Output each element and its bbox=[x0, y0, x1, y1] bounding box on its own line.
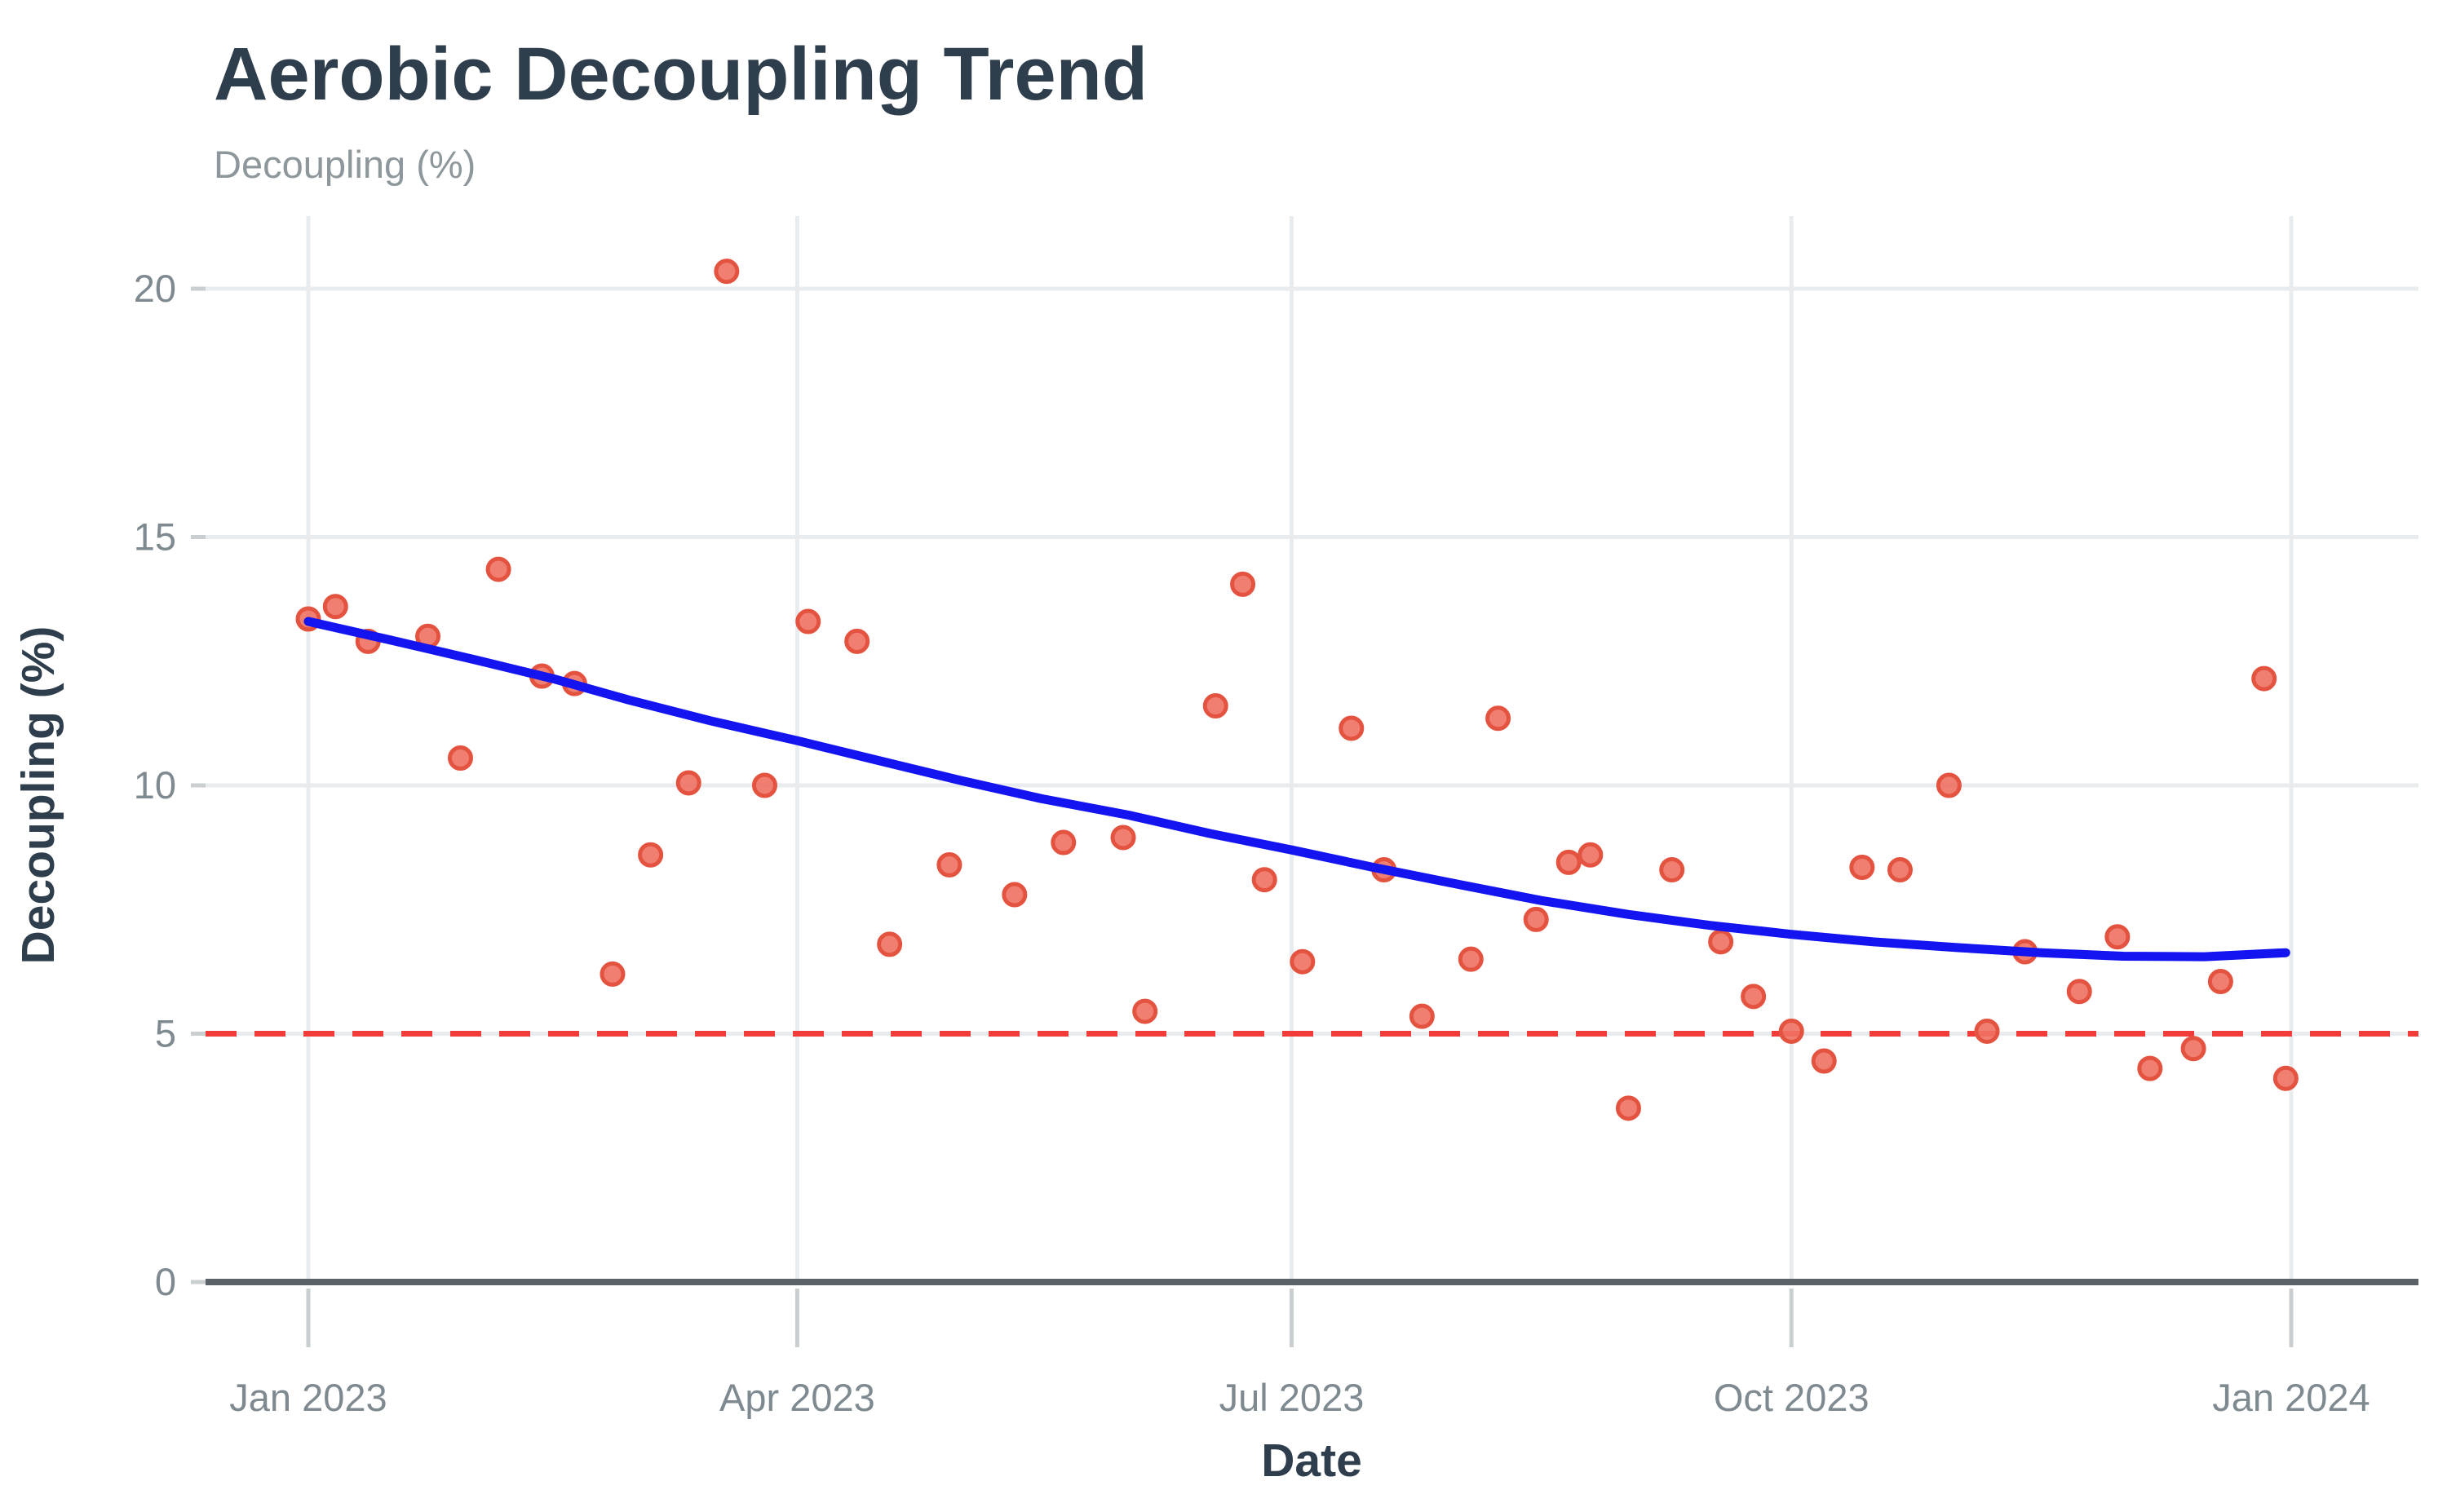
scatter-point bbox=[1110, 825, 1136, 851]
scatter-point bbox=[877, 931, 903, 957]
scatter-point bbox=[1051, 829, 1077, 855]
scatter-point bbox=[1741, 984, 1767, 1010]
y-tick-label: 0 bbox=[155, 1260, 176, 1303]
scatter-point bbox=[447, 745, 473, 771]
x-tick-label: Jan 2024 bbox=[2212, 1376, 2370, 1419]
scatter-point bbox=[1577, 842, 1604, 868]
scatter-point bbox=[638, 842, 664, 868]
x-axis-title: Date bbox=[1261, 1435, 1362, 1487]
scatter-point bbox=[1132, 998, 1158, 1024]
scatter-point bbox=[936, 851, 962, 878]
scatter-point bbox=[2066, 979, 2092, 1005]
scatter-point bbox=[1659, 857, 1685, 883]
x-tick-label: Apr 2023 bbox=[719, 1376, 875, 1419]
axis-layer bbox=[191, 286, 2418, 1347]
chart-subtitle: Decoupling (%) bbox=[214, 143, 476, 186]
scatter-point bbox=[795, 608, 821, 634]
scatter-point bbox=[1811, 1048, 1837, 1074]
trend-line bbox=[303, 617, 2290, 962]
x-tick-label: Oct 2023 bbox=[1714, 1376, 1870, 1419]
x-tick-label: Jul 2023 bbox=[1219, 1376, 1365, 1419]
y-tick-label: 20 bbox=[134, 267, 176, 310]
chart-title: Aerobic Decoupling Trend bbox=[214, 33, 1148, 116]
scatter-point bbox=[1974, 1018, 2000, 1044]
scatter-point bbox=[1485, 705, 1511, 732]
x-tick-label: Jan 2023 bbox=[229, 1376, 387, 1419]
scatter-point bbox=[844, 628, 870, 654]
trend-layer bbox=[303, 617, 2290, 962]
scatter-point bbox=[714, 259, 740, 285]
scatter-point bbox=[2272, 1065, 2299, 1091]
scatter-point bbox=[1887, 857, 1913, 883]
scatter-point bbox=[2207, 969, 2233, 995]
scatter-point bbox=[1230, 571, 1256, 597]
scatter-point bbox=[675, 770, 701, 796]
scatter-point bbox=[1555, 849, 1582, 875]
scatter-point bbox=[751, 772, 777, 798]
scatter-point bbox=[1615, 1095, 1641, 1121]
scatter-point bbox=[1523, 906, 1549, 932]
scatter-point bbox=[2251, 665, 2277, 692]
scatter-point bbox=[1002, 882, 1028, 908]
scatter-point bbox=[1849, 854, 1875, 880]
scatter-point bbox=[2137, 1055, 2163, 1081]
scatter-point bbox=[1778, 1018, 1804, 1044]
scatter-point bbox=[1339, 715, 1365, 741]
scatter-point bbox=[2104, 924, 2131, 950]
y-tick-label: 10 bbox=[134, 763, 176, 807]
scatter-point bbox=[1251, 867, 1277, 893]
gridline-layer bbox=[206, 216, 2418, 1282]
scatter-point bbox=[1458, 946, 1484, 972]
y-tick-label: 5 bbox=[155, 1012, 176, 1055]
scatter-point bbox=[1290, 948, 1316, 975]
tick-label-layer: 0 5 10 15 20 Jan 2023 Apr 2023 Jul 2023 Oct 2023… bbox=[134, 267, 2370, 1419]
scatter-point bbox=[485, 556, 511, 582]
scatter-point bbox=[1936, 772, 1962, 798]
scatter-point bbox=[1409, 1003, 1435, 1029]
scatter-point bbox=[2180, 1036, 2206, 1062]
scatter-point bbox=[1708, 929, 1734, 955]
scatter-point bbox=[600, 961, 626, 987]
scatter-point bbox=[322, 594, 348, 620]
y-axis-title: Decoupling (%) bbox=[12, 626, 64, 965]
y-tick-label: 15 bbox=[134, 515, 176, 559]
scatter-point bbox=[1202, 693, 1228, 719]
